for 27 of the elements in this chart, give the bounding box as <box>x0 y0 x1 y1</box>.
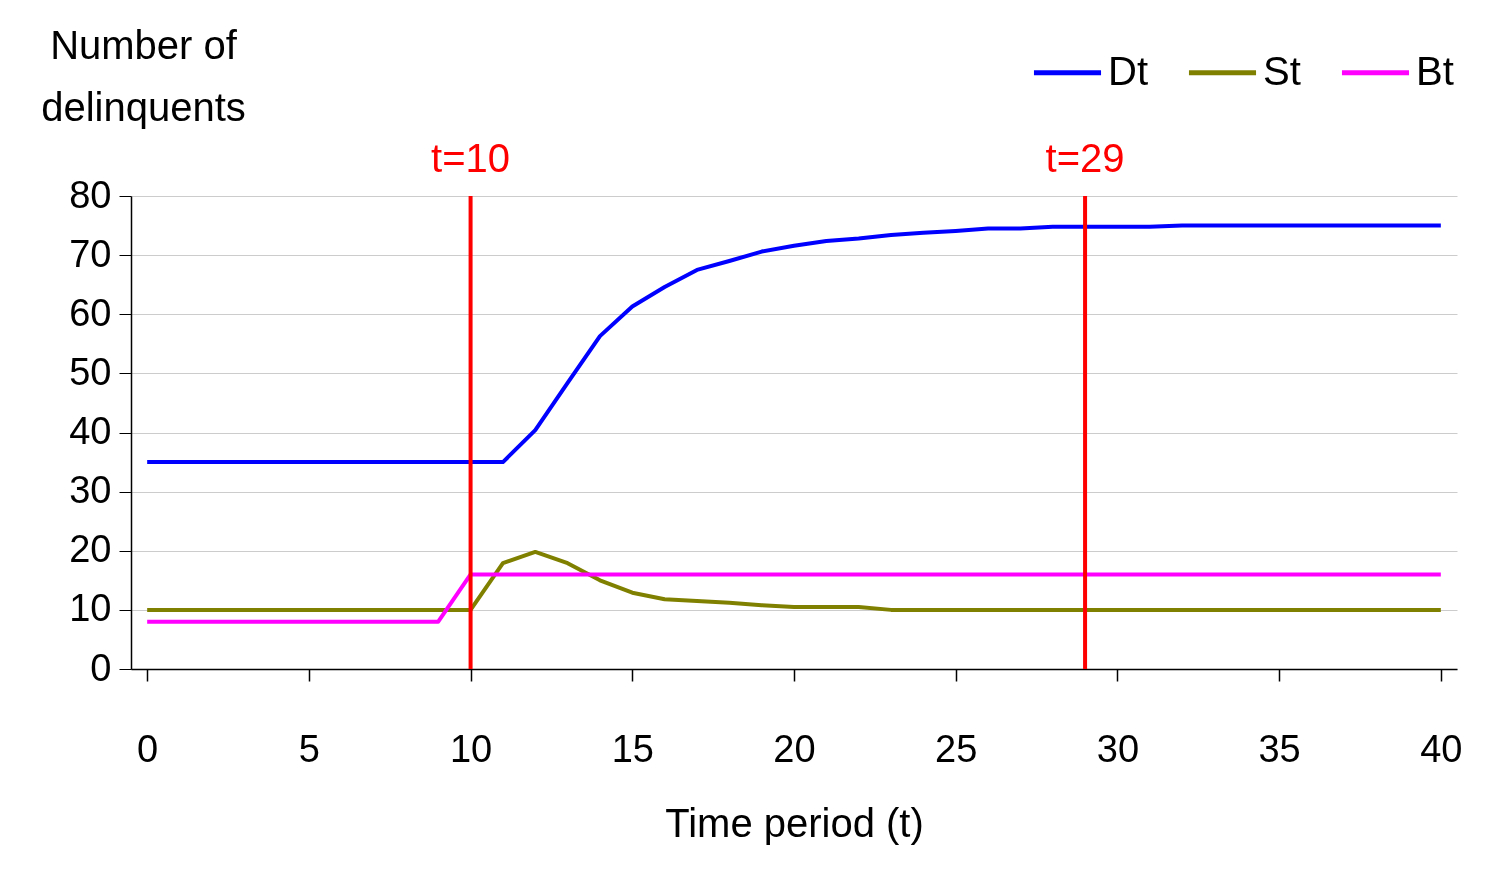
x-tick-label: 40 <box>1420 727 1463 770</box>
x-axis-title: Time period (t) <box>665 800 924 845</box>
legend-label: St <box>1263 48 1301 93</box>
line-series <box>145 223 1443 465</box>
x-tick-label: 20 <box>773 727 816 770</box>
ref-line-label: t=29 <box>1045 136 1125 180</box>
y-tick-label: 10 <box>69 587 112 630</box>
legend-label: Dt <box>1108 48 1148 93</box>
y-tick-label: 20 <box>69 528 112 571</box>
x-tick-label: 25 <box>935 727 978 770</box>
x-tick-label: 15 <box>611 727 654 770</box>
legend-label: Bt <box>1416 48 1454 93</box>
x-tick-label: 30 <box>1096 727 1140 770</box>
x-tick-label: 10 <box>449 727 493 770</box>
x-tick-label: 0 <box>137 727 159 770</box>
x-tick-label: 35 <box>1258 727 1301 770</box>
y-tick-label: 70 <box>69 232 112 275</box>
line-series <box>145 549 1443 612</box>
y-axis-title: Number of delinquents <box>41 22 246 129</box>
y-tick-label: 80 <box>69 173 112 216</box>
y-tick-label: 50 <box>69 350 112 393</box>
y-tick-label: 60 <box>69 291 112 334</box>
x-tick-label: 5 <box>298 727 320 770</box>
ref-line-label: t=10 <box>431 136 511 180</box>
y-tick-label: 40 <box>69 410 112 452</box>
y-tick-label: 30 <box>69 469 112 512</box>
y-tick-label: 0 <box>90 646 112 689</box>
